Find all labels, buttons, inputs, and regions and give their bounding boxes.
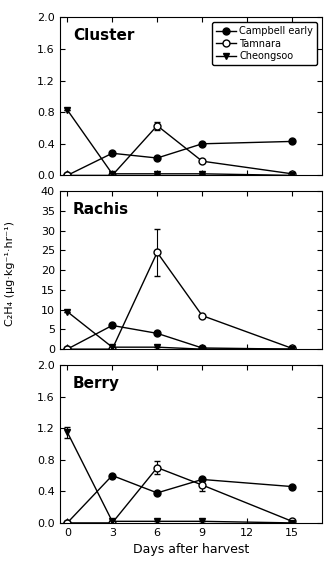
Text: Cluster: Cluster — [73, 28, 134, 44]
Text: Berry: Berry — [73, 376, 120, 391]
Text: Rachis: Rachis — [73, 202, 129, 217]
X-axis label: Days after harvest: Days after harvest — [133, 543, 249, 557]
Text: C₂H₄ (μg·kg⁻¹·hr⁻¹): C₂H₄ (μg·kg⁻¹·hr⁻¹) — [5, 221, 15, 325]
Legend: Campbell early, Tamnara, Cheongsoo: Campbell early, Tamnara, Cheongsoo — [212, 22, 317, 65]
